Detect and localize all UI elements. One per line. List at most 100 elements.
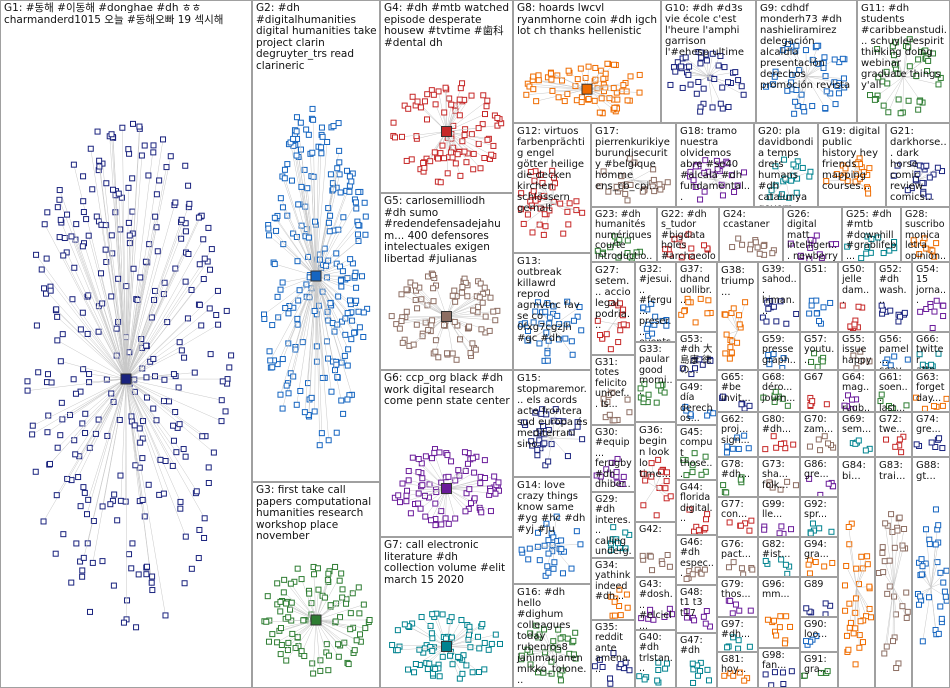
edge [435,316,447,352]
vertex [477,165,484,172]
vertex [337,189,344,196]
vertex [29,431,36,438]
edge [401,294,447,317]
group-box: G96: mm... [758,577,800,648]
vertex [417,104,424,111]
edge [315,234,366,277]
vertex [201,534,208,541]
edge [302,275,317,343]
vertex [114,517,121,524]
vertex [283,600,290,607]
vertex [47,287,54,294]
edge [268,235,317,277]
vertex [341,639,348,646]
edge [272,619,317,635]
group-box: G88: gt... [912,457,950,688]
edge [446,131,448,174]
vertex [327,171,334,178]
vertex [335,120,342,127]
vertex [336,171,343,178]
edge [125,277,141,380]
vertex [207,266,214,273]
vertex [477,280,484,287]
edge [446,316,453,354]
edge [406,289,447,317]
group-box: G92: spr... [800,497,838,537]
vertex [324,138,331,145]
group-label: G35: reddit ante amena... [595,622,631,675]
vertex [420,160,427,167]
group-box: G98: fan... [758,648,800,688]
vertex [446,95,453,102]
vertex [52,550,59,557]
vertex [143,563,150,570]
vertex [494,114,501,121]
edge [396,316,447,325]
vertex [440,155,447,162]
vertex [415,469,422,476]
vertex [466,486,473,493]
edge [288,275,317,394]
vertex [273,227,280,234]
edge [401,316,447,322]
edge [307,188,317,277]
vertex [338,283,345,290]
edge [268,228,317,277]
vertex [90,518,97,525]
group-label: G24: ccastaner [723,209,770,231]
vertex [46,460,53,467]
group-box: G62: proj... sign... [717,412,758,457]
vertex [188,286,195,293]
edge [125,378,177,453]
group-label: G99: lle... [762,499,785,521]
vertex [348,178,355,185]
vertex [321,594,328,601]
vertex [99,503,106,510]
vertex [38,266,45,273]
vertex [428,517,435,524]
edge [125,378,215,453]
vertex [54,313,61,320]
vertex [277,391,284,398]
edge [61,222,127,380]
vertex [444,170,451,177]
vertex [453,356,460,363]
group-label: G91: gra... [804,654,829,676]
vertex [218,397,225,404]
vertex [58,399,65,406]
vertex [334,374,341,381]
vertex [32,468,39,475]
vertex [335,293,342,300]
group-box: G81: hoy... [717,652,758,688]
vertex [398,291,405,298]
vertex [43,255,50,262]
vertex [432,348,439,355]
edge [315,275,329,441]
vertex [344,310,351,317]
edge [286,619,317,661]
vertex [172,265,179,272]
edge [315,604,364,621]
vertex [449,292,456,299]
edge [56,309,127,380]
group-label: G59: presse graph... [762,334,796,369]
group-label: G55: issue happy... [842,334,872,369]
vertex [487,294,494,301]
group-box: G36: beginn look lo time... [635,422,676,522]
edge [125,378,140,429]
edge [276,619,317,643]
vertex [169,462,176,469]
edge [125,268,176,380]
group-box: G55: issue happy... [838,332,875,370]
group-label: G52: #dh wash... [879,264,907,307]
group-label: G92: spr... [804,499,828,521]
vertex [137,439,144,446]
group-box: G59: presse graph... [758,332,800,370]
vertex [54,204,61,211]
vertex [405,468,412,475]
edge [314,275,317,412]
group-box: G78: #dh... [717,457,758,497]
group-label: G72: twe... [879,414,906,436]
vertex [337,614,344,621]
edge [85,378,127,414]
